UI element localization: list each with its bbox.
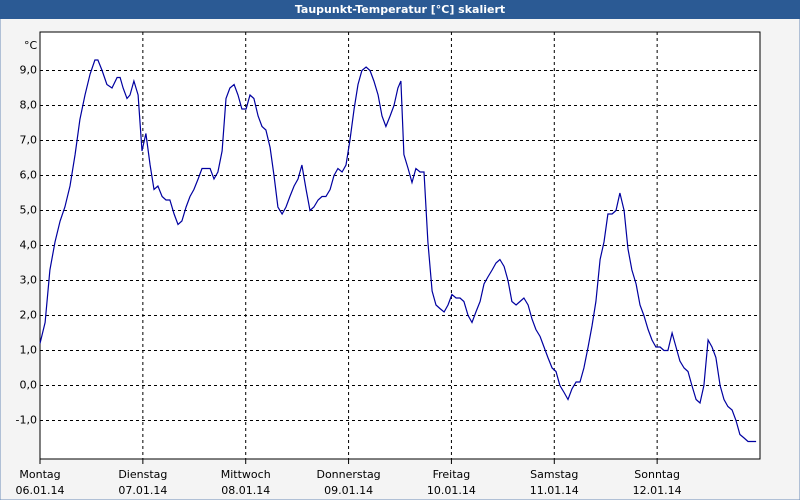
x-tick-date: 07.01.14 bbox=[118, 484, 167, 497]
x-tick-date: 10.01.14 bbox=[427, 484, 476, 497]
x-tick-date: 12.01.14 bbox=[633, 484, 682, 497]
x-tick-label: Freitag bbox=[433, 468, 471, 481]
x-tick-date: 11.01.14 bbox=[530, 484, 579, 497]
chart-title: Taupunkt-Temperatur [°C] skaliert bbox=[295, 3, 505, 16]
y-tick-label: 0,0 bbox=[20, 379, 38, 392]
y-tick-label: 9,0 bbox=[20, 64, 38, 77]
y-tick-label: -1,0 bbox=[16, 414, 37, 427]
y-tick-label: 2,0 bbox=[20, 309, 38, 322]
y-tick-label: 1,0 bbox=[20, 344, 38, 357]
x-tick-label: Mittwoch bbox=[221, 468, 271, 481]
x-tick-date: 08.01.14 bbox=[221, 484, 270, 497]
x-tick-label: Dienstag bbox=[118, 468, 167, 481]
x-tick-label: Sonntag bbox=[634, 468, 680, 481]
y-unit: °C bbox=[24, 39, 38, 52]
x-tick-label: Montag bbox=[19, 468, 60, 481]
y-tick-label: 5,0 bbox=[20, 204, 38, 217]
x-tick-date: 09.01.14 bbox=[324, 484, 373, 497]
y-tick-label: 7,0 bbox=[20, 134, 38, 147]
title-bar bbox=[0, 0, 800, 19]
y-tick-label: 8,0 bbox=[20, 99, 38, 112]
x-tick-date: 06.01.14 bbox=[16, 484, 65, 497]
x-tick-label: Donnerstag bbox=[316, 468, 380, 481]
y-tick-label: 3,0 bbox=[20, 274, 38, 287]
x-tick-label: Samstag bbox=[530, 468, 578, 481]
y-tick-label: 4,0 bbox=[20, 239, 38, 252]
y-tick-label: 6,0 bbox=[20, 169, 38, 182]
data-line bbox=[39, 59, 757, 443]
